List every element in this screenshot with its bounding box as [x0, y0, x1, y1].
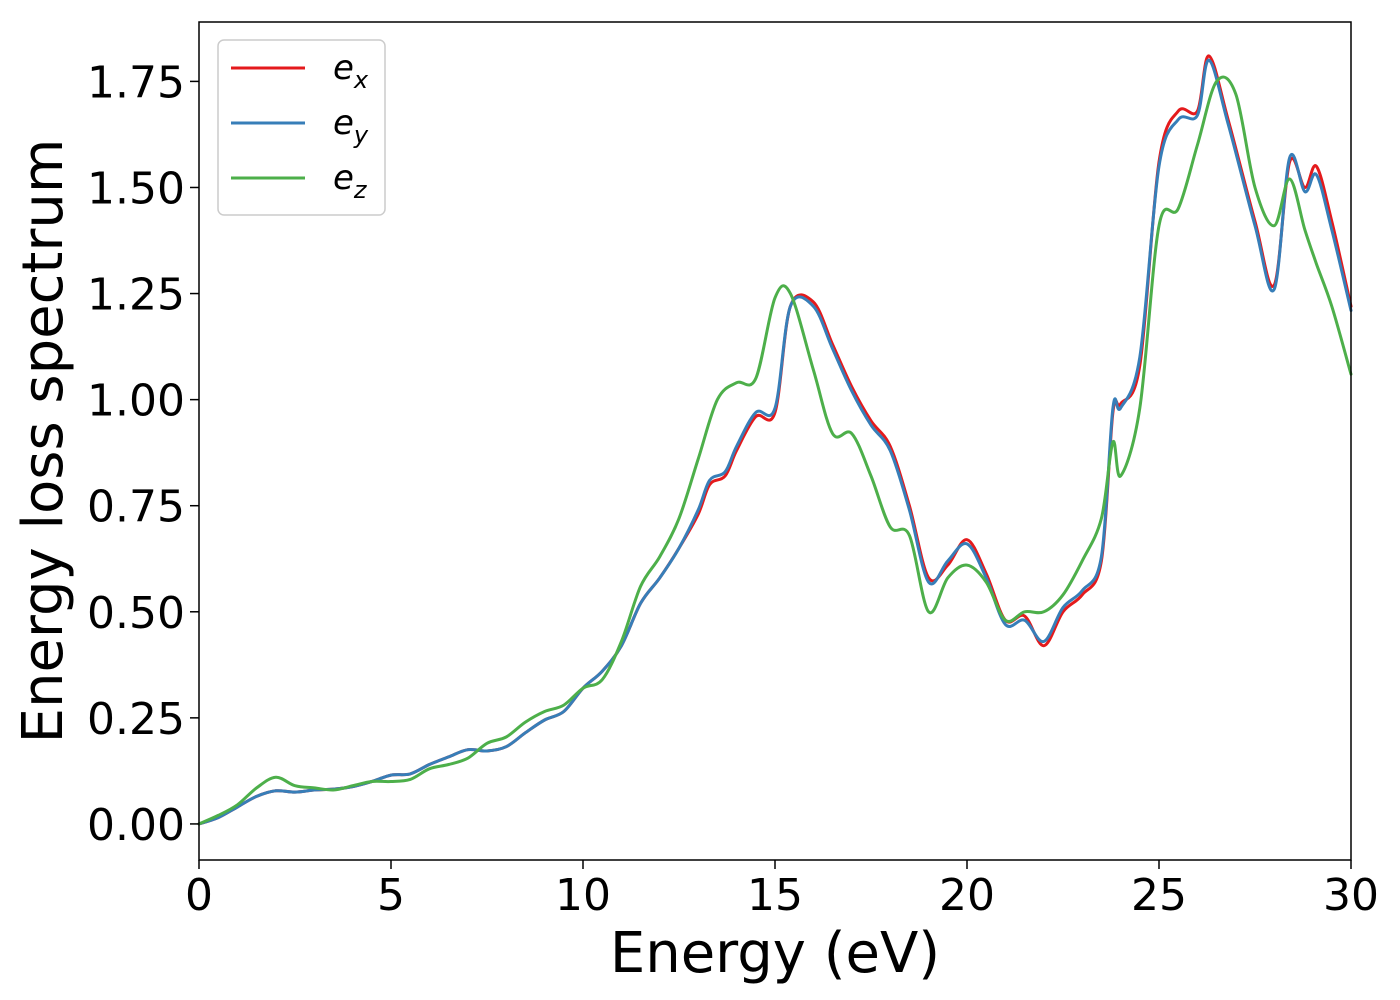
x-tick-label: 0	[185, 870, 213, 921]
y-axis: 0.00 0.25 0.50 0.75 1.00 1.25 1.50 1.75	[87, 57, 199, 851]
legend-label-z: ez	[333, 158, 368, 204]
x-tick-label: 5	[377, 870, 405, 921]
series-line-y	[197, 58, 1353, 826]
x-tick-label: 10	[555, 870, 611, 921]
legend-label-x: ex	[333, 48, 369, 94]
legend-box	[217, 39, 386, 216]
x-axis-label: Energy (eV)	[610, 921, 940, 986]
y-tick-label: 0.50	[87, 588, 185, 639]
legend: ex ey ez	[217, 39, 386, 216]
y-axis-label: Energy loss spectrum	[11, 139, 76, 744]
x-tick-label: 25	[1131, 870, 1187, 921]
series-line-z	[197, 75, 1353, 826]
y-tick-label: 1.75	[87, 57, 185, 108]
x-tick-label: 30	[1323, 870, 1379, 921]
y-tick-label: 1.00	[87, 376, 185, 427]
y-tick-label: 0.00	[87, 800, 185, 851]
x-axis: 0 5 10 15 20 25 30	[185, 860, 1379, 921]
x-tick-label: 20	[939, 870, 995, 921]
y-tick-label: 1.50	[87, 163, 185, 214]
x-tick-label: 15	[747, 870, 803, 921]
series-lines	[197, 54, 1353, 826]
y-tick-label: 1.25	[87, 270, 185, 321]
y-tick-label: 0.75	[87, 482, 185, 533]
legend-label-y: ey	[333, 103, 369, 149]
y-tick-label: 0.25	[87, 694, 185, 745]
